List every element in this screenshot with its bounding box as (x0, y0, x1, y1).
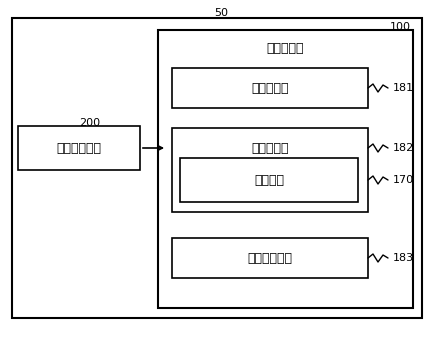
Bar (172, 68, 368, 108)
Text: 数据接收器: 数据接收器 (251, 81, 289, 95)
Text: 50: 50 (214, 8, 228, 18)
Text: 编码装置: 编码装置 (254, 174, 284, 186)
Text: 183: 183 (393, 253, 414, 263)
Bar (172, 238, 368, 278)
Text: 数据压缩器: 数据压缩器 (251, 141, 289, 155)
Bar (12, 18, 422, 318)
Text: 存储器控制器: 存储器控制器 (57, 141, 101, 155)
Bar (172, 128, 368, 212)
Bar (158, 30, 413, 308)
Text: 181: 181 (393, 83, 414, 93)
Text: 182: 182 (393, 143, 414, 153)
Bar (180, 158, 358, 202)
Text: 170: 170 (393, 175, 414, 185)
Bar (18, 126, 140, 170)
Text: 100: 100 (389, 22, 411, 32)
Text: 数据输出单元: 数据输出单元 (248, 252, 292, 264)
Text: 存储器装置: 存储器装置 (266, 42, 304, 55)
Text: 200: 200 (79, 118, 101, 128)
